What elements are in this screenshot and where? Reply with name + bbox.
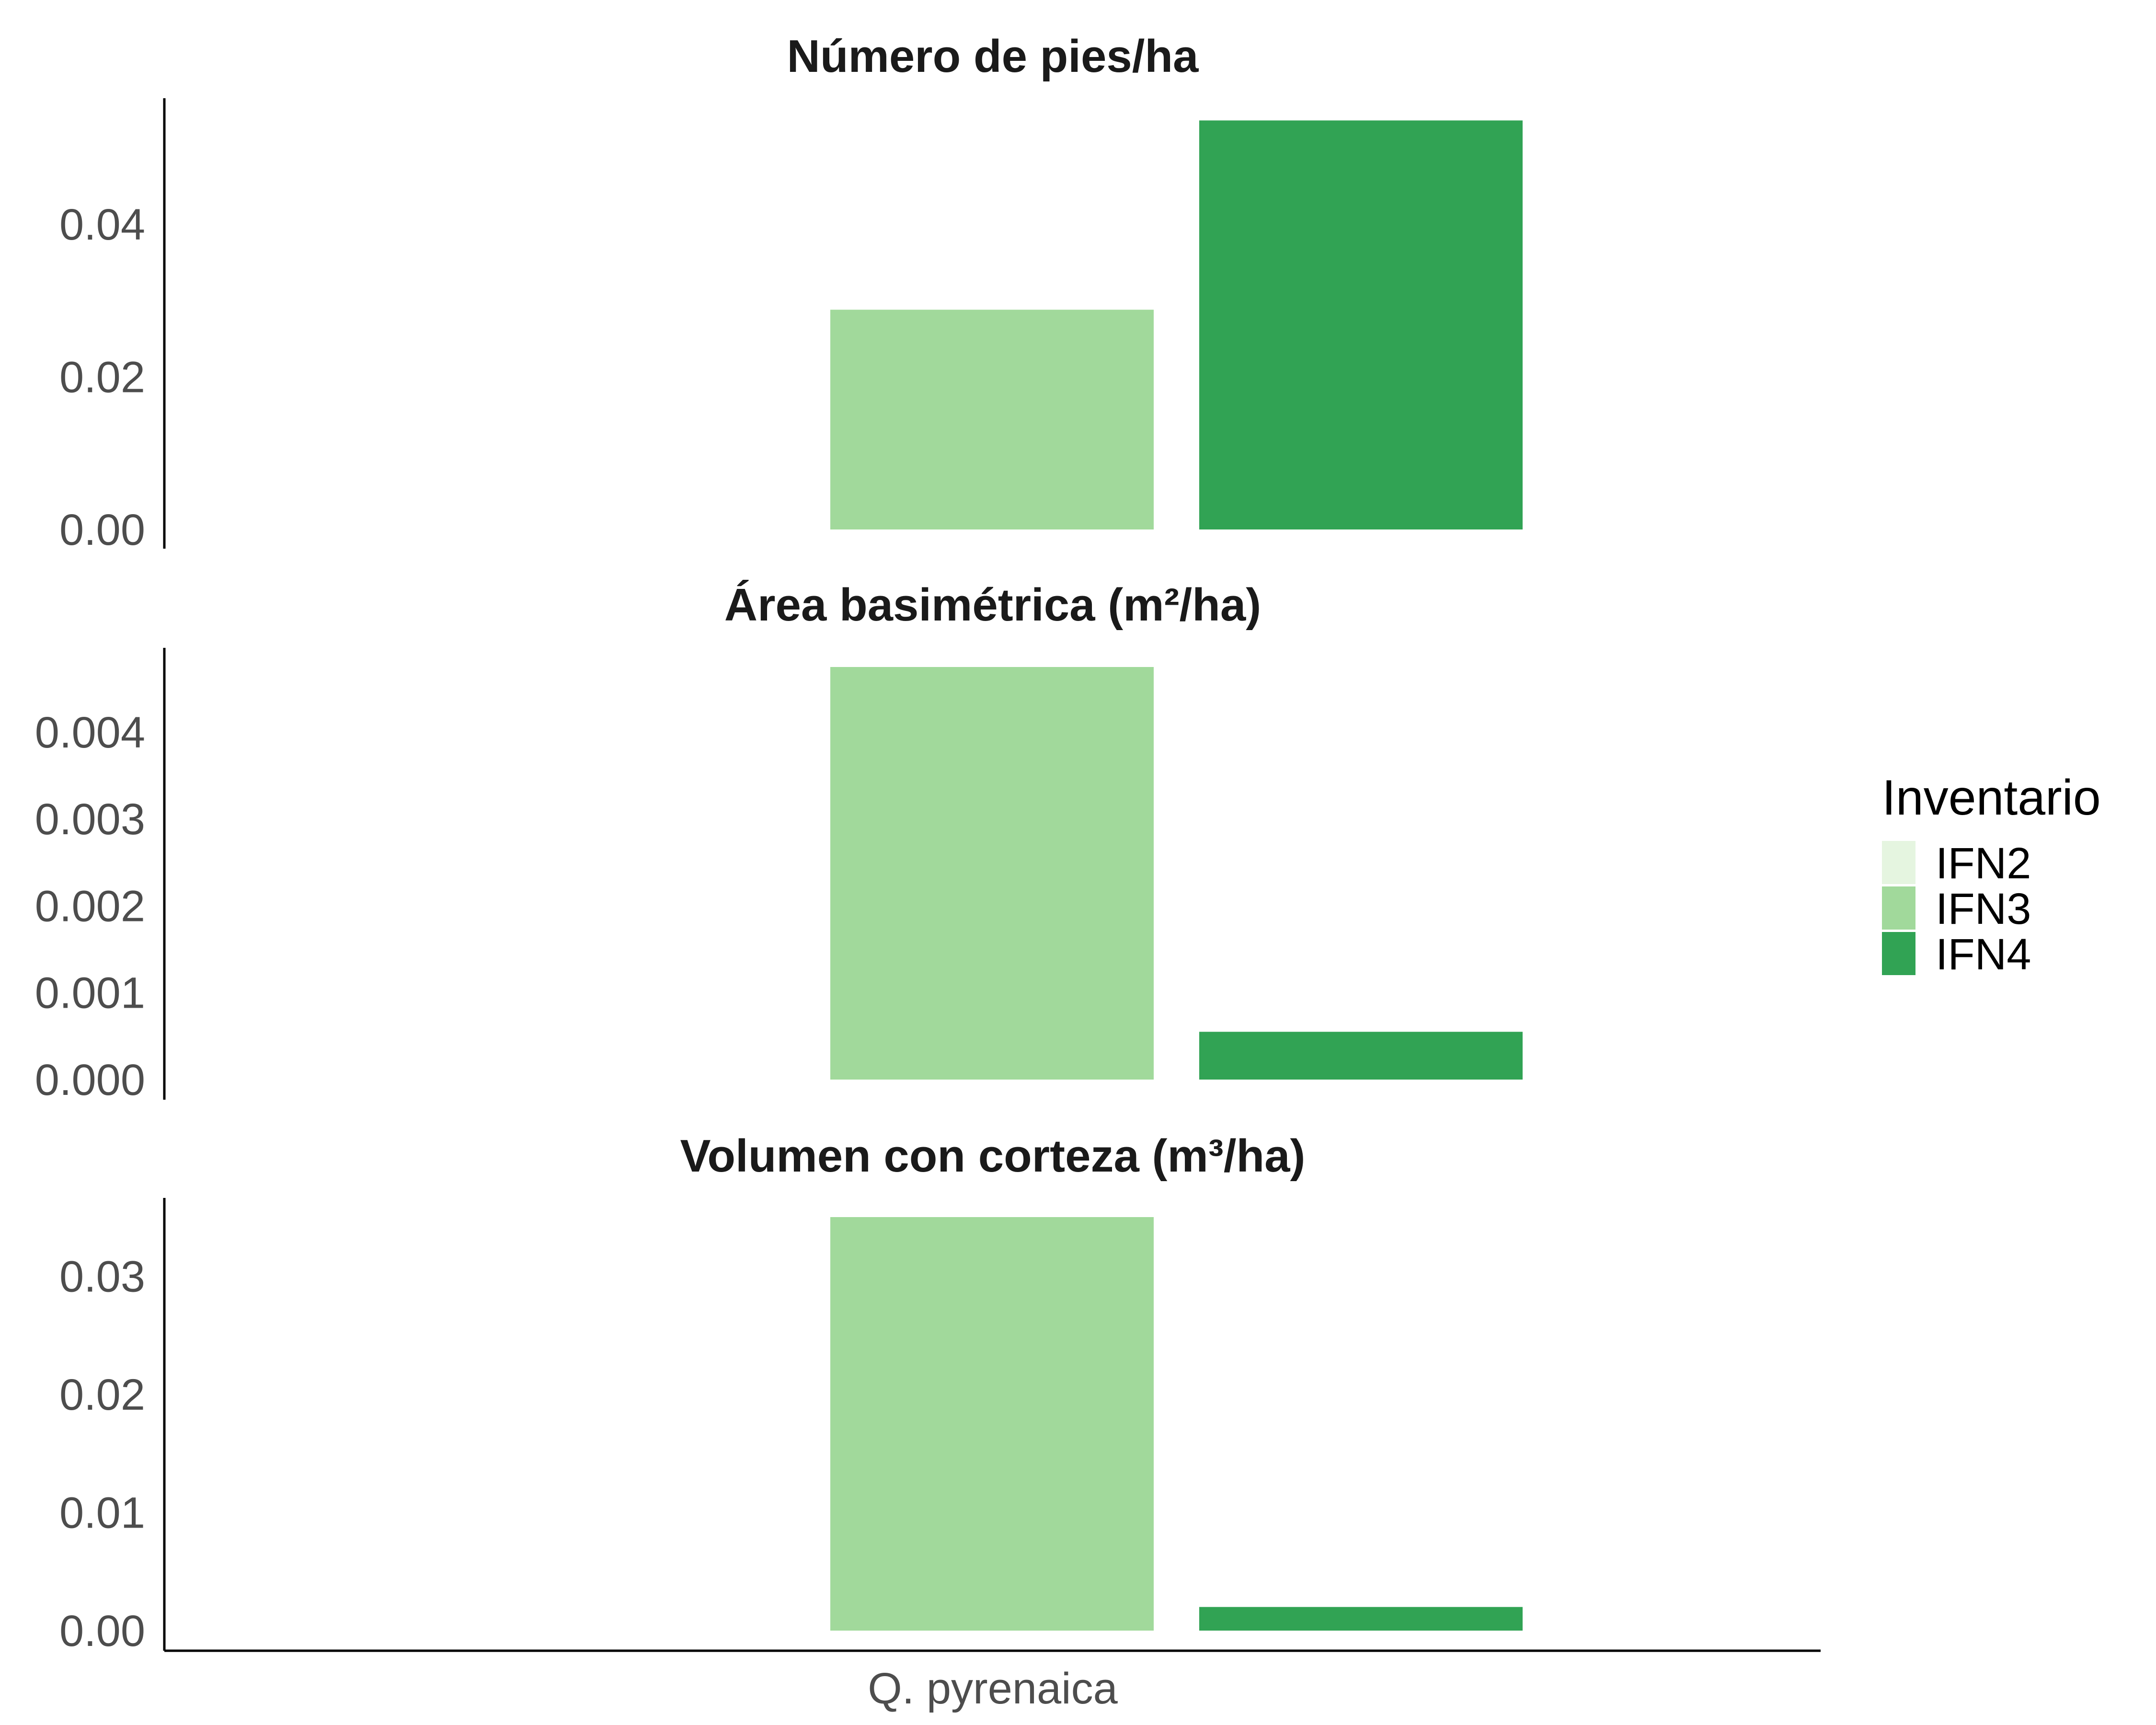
bar-ifn4 <box>1199 1607 1523 1631</box>
bar-ifn3 <box>830 1217 1154 1631</box>
bar-ifn4 <box>1199 120 1523 530</box>
panel-title: Volumen con corteza (m³/ha) <box>680 1130 1305 1182</box>
x-axis: Q. pyrenaica <box>868 1664 1118 1713</box>
bar-ifn3 <box>830 310 1154 529</box>
y-tick-label: 0.002 <box>35 882 145 931</box>
y-tick-label: 0.02 <box>59 353 145 402</box>
y-tick-label: 0.00 <box>59 506 145 554</box>
legend-swatch-ifn3 <box>1882 886 1915 930</box>
legend-label: IFN4 <box>1936 930 2031 979</box>
bar-ifn4 <box>1199 1032 1523 1080</box>
panel: Área basimétrica (m²/ha) 0.000 0.001 0.002 0… <box>35 579 1523 1104</box>
legend-title: Inventario <box>1882 770 2101 826</box>
x-category-label: Q. pyrenaica <box>868 1664 1118 1713</box>
y-tick-label: 0.03 <box>59 1252 145 1301</box>
legend-label: IFN2 <box>1936 839 2031 888</box>
panel-title: Número de pies/ha <box>787 31 1199 82</box>
y-tick-label: 0.003 <box>35 795 145 844</box>
bar-ifn3 <box>830 667 1154 1080</box>
y-tick-label: 0.01 <box>59 1488 145 1537</box>
y-tick-label: 0.001 <box>35 969 145 1018</box>
panel: Volumen con corteza (m³/ha) 0.00 0.01 0.02 0… <box>59 1130 1821 1656</box>
y-tick-label: 0.000 <box>35 1056 145 1104</box>
y-tick-label: 0.004 <box>35 708 145 757</box>
y-tick-label: 0.02 <box>59 1370 145 1419</box>
legend-swatch-ifn2 <box>1882 841 1915 884</box>
panel-title: Área basimétrica (m²/ha) <box>724 579 1261 631</box>
legend-swatch-ifn4 <box>1882 932 1915 975</box>
y-tick-label: 0.04 <box>59 200 145 249</box>
y-tick-label: 0.00 <box>59 1607 145 1656</box>
panel: Número de pies/ha 0.00 0.02 0.04 <box>59 31 1523 554</box>
chart-panels: Número de pies/ha 0.00 0.02 0.04 Área basimé… <box>35 31 1821 1656</box>
legend-label: IFN3 <box>1936 885 2031 933</box>
